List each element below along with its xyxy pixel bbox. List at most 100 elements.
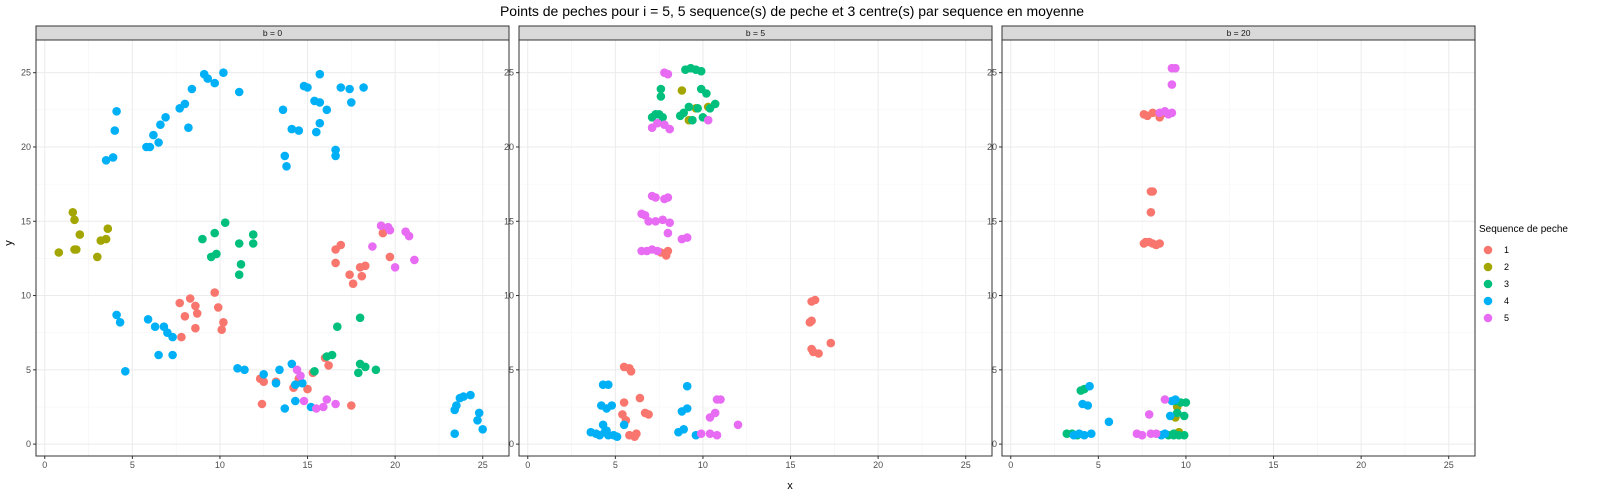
data-point-seq-4 (315, 118, 325, 128)
data-point-seq-2 (101, 234, 111, 244)
data-point-seq-4 (150, 322, 160, 332)
data-point-seq-5 (1151, 429, 1161, 439)
data-point-seq-5 (312, 404, 321, 413)
data-point-seq-5 (651, 193, 660, 202)
data-point-seq-4 (1171, 395, 1180, 404)
data-point-seq-1 (257, 399, 267, 409)
data-point-seq-4 (298, 378, 307, 388)
data-point-seq-4 (149, 130, 158, 140)
data-point-seq-3 (1172, 408, 1182, 418)
data-point-seq-5 (705, 429, 715, 439)
y-tick-label: 10 (504, 291, 514, 301)
legend-label: 4 (1504, 296, 1509, 306)
data-point-seq-1 (1146, 208, 1156, 217)
data-point-seq-4 (312, 127, 321, 137)
data-point-seq-5 (322, 395, 332, 404)
data-point-seq-4 (115, 318, 125, 327)
x-tick-label: 0 (525, 460, 530, 470)
data-point-seq-3 (234, 270, 244, 280)
data-point-seq-5 (296, 371, 305, 381)
x-tick-label: 10 (1181, 460, 1191, 470)
data-point-seq-3 (688, 115, 697, 125)
data-point-seq-4 (473, 416, 482, 425)
data-point-seq-3 (210, 228, 219, 238)
data-point-seq-5 (651, 217, 660, 226)
data-point-seq-1 (1148, 108, 1157, 118)
data-point-seq-3 (212, 249, 221, 259)
chart-title: Points de peches pour i = 5, 5 sequence(… (500, 3, 1084, 19)
data-point-seq-5 (410, 255, 419, 265)
data-point-seq-4 (322, 105, 332, 115)
data-point-seq-2 (75, 230, 85, 239)
data-point-seq-5 (1144, 410, 1154, 419)
data-point-seq-1 (348, 279, 358, 289)
data-point-seq-4 (143, 315, 153, 324)
data-point-seq-5 (404, 231, 414, 241)
data-point-seq-4 (459, 392, 468, 401)
data-point-seq-4 (291, 396, 300, 406)
data-point-seq-4 (280, 404, 290, 413)
data-point-seq-4 (187, 84, 197, 94)
data-point-seq-1 (191, 323, 200, 333)
data-point-seq-3 (656, 92, 666, 101)
y-tick-label: 10 (21, 291, 31, 301)
data-point-seq-1 (217, 325, 226, 335)
data-point-seq-1 (378, 228, 388, 238)
data-point-seq-3 (702, 89, 711, 98)
data-point-seq-5 (1160, 395, 1170, 404)
y-tick-label: 20 (21, 142, 31, 152)
x-tick-label: 5 (613, 460, 618, 470)
legend-title: Sequence de peche (1479, 224, 1568, 235)
data-point-seq-2 (68, 208, 78, 217)
data-point-seq-4 (1087, 429, 1096, 439)
x-tick-label: 20 (390, 460, 400, 470)
y-tick-label: 25 (504, 68, 514, 78)
x-tick-label: 10 (215, 460, 225, 470)
data-point-seq-5 (653, 246, 662, 256)
legend: Sequence de peche 1 2 3 4 5 (1479, 224, 1568, 323)
data-point-seq-1 (619, 398, 629, 407)
data-point-seq-5 (1167, 108, 1177, 118)
data-point-seq-4 (287, 359, 297, 369)
x-axis-title: x (787, 480, 793, 492)
data-point-seq-3 (693, 104, 702, 113)
data-point-seq-3 (355, 313, 365, 323)
facet-panels: b = 0 0 5 10 15 20 25 0 5 10 15 20 25 b = 5 0 5 10 15 20 25… (21, 25, 1476, 470)
data-point-seq-4 (234, 87, 244, 97)
facet-panel: b = 20 0 5 10 15 20 25 0 5 10 15 20 25 (987, 25, 1476, 470)
data-point-seq-5 (390, 263, 400, 272)
data-point-seq-1 (626, 367, 636, 376)
data-point-seq-5 (665, 218, 674, 227)
data-point-seq-3 (327, 350, 337, 360)
data-point-seq-3 (696, 66, 706, 76)
data-point-seq-5 (331, 399, 340, 409)
panel-border (518, 39, 993, 457)
data-point-seq-4 (679, 425, 688, 434)
data-point-seq-1 (663, 246, 673, 256)
data-point-seq-4 (184, 123, 193, 132)
data-point-seq-4 (345, 84, 354, 94)
data-point-seq-1 (632, 429, 641, 439)
y-tick-label: 20 (987, 142, 997, 152)
data-point-seq-4 (602, 426, 611, 436)
data-point-seq-5 (663, 228, 673, 238)
data-point-seq-3 (220, 218, 230, 227)
data-point-seq-5 (663, 193, 673, 202)
data-point-seq-5 (368, 242, 377, 251)
data-point-seq-4 (604, 380, 613, 390)
y-tick-label: 25 (987, 68, 997, 78)
data-point-seq-5 (716, 395, 725, 404)
data-point-seq-4 (203, 74, 212, 83)
data-point-seq-2 (103, 224, 113, 233)
data-point-seq-1 (303, 384, 312, 394)
data-point-seq-4 (259, 370, 269, 379)
data-point-seq-4 (101, 156, 111, 165)
data-point-seq-1 (810, 295, 820, 305)
data-point-seq-5 (299, 396, 309, 406)
data-point-seq-1 (213, 303, 223, 312)
x-tick-label: 25 (478, 460, 488, 470)
panel-border (1001, 39, 1476, 457)
data-point-seq-5 (682, 233, 692, 242)
legend-key-seq-5 (1483, 313, 1493, 323)
